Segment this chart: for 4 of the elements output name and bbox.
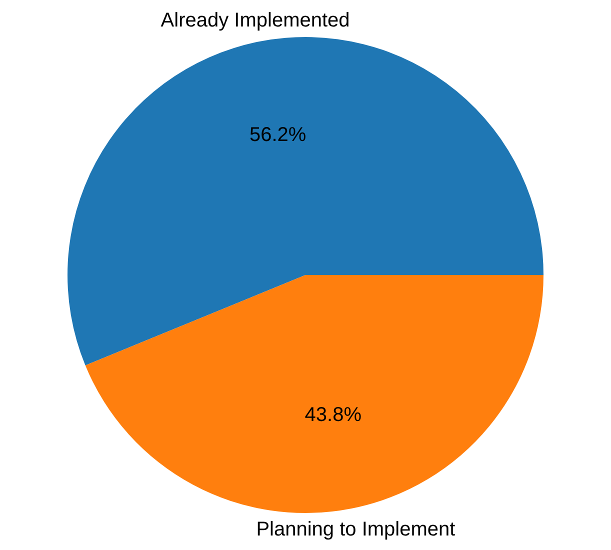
slice-label: Planning to Implement (256, 518, 456, 541)
data-label: 43.8% (304, 404, 362, 426)
data-label: 56.2% (250, 124, 306, 146)
slice-label: Already Implemented (160, 9, 350, 32)
